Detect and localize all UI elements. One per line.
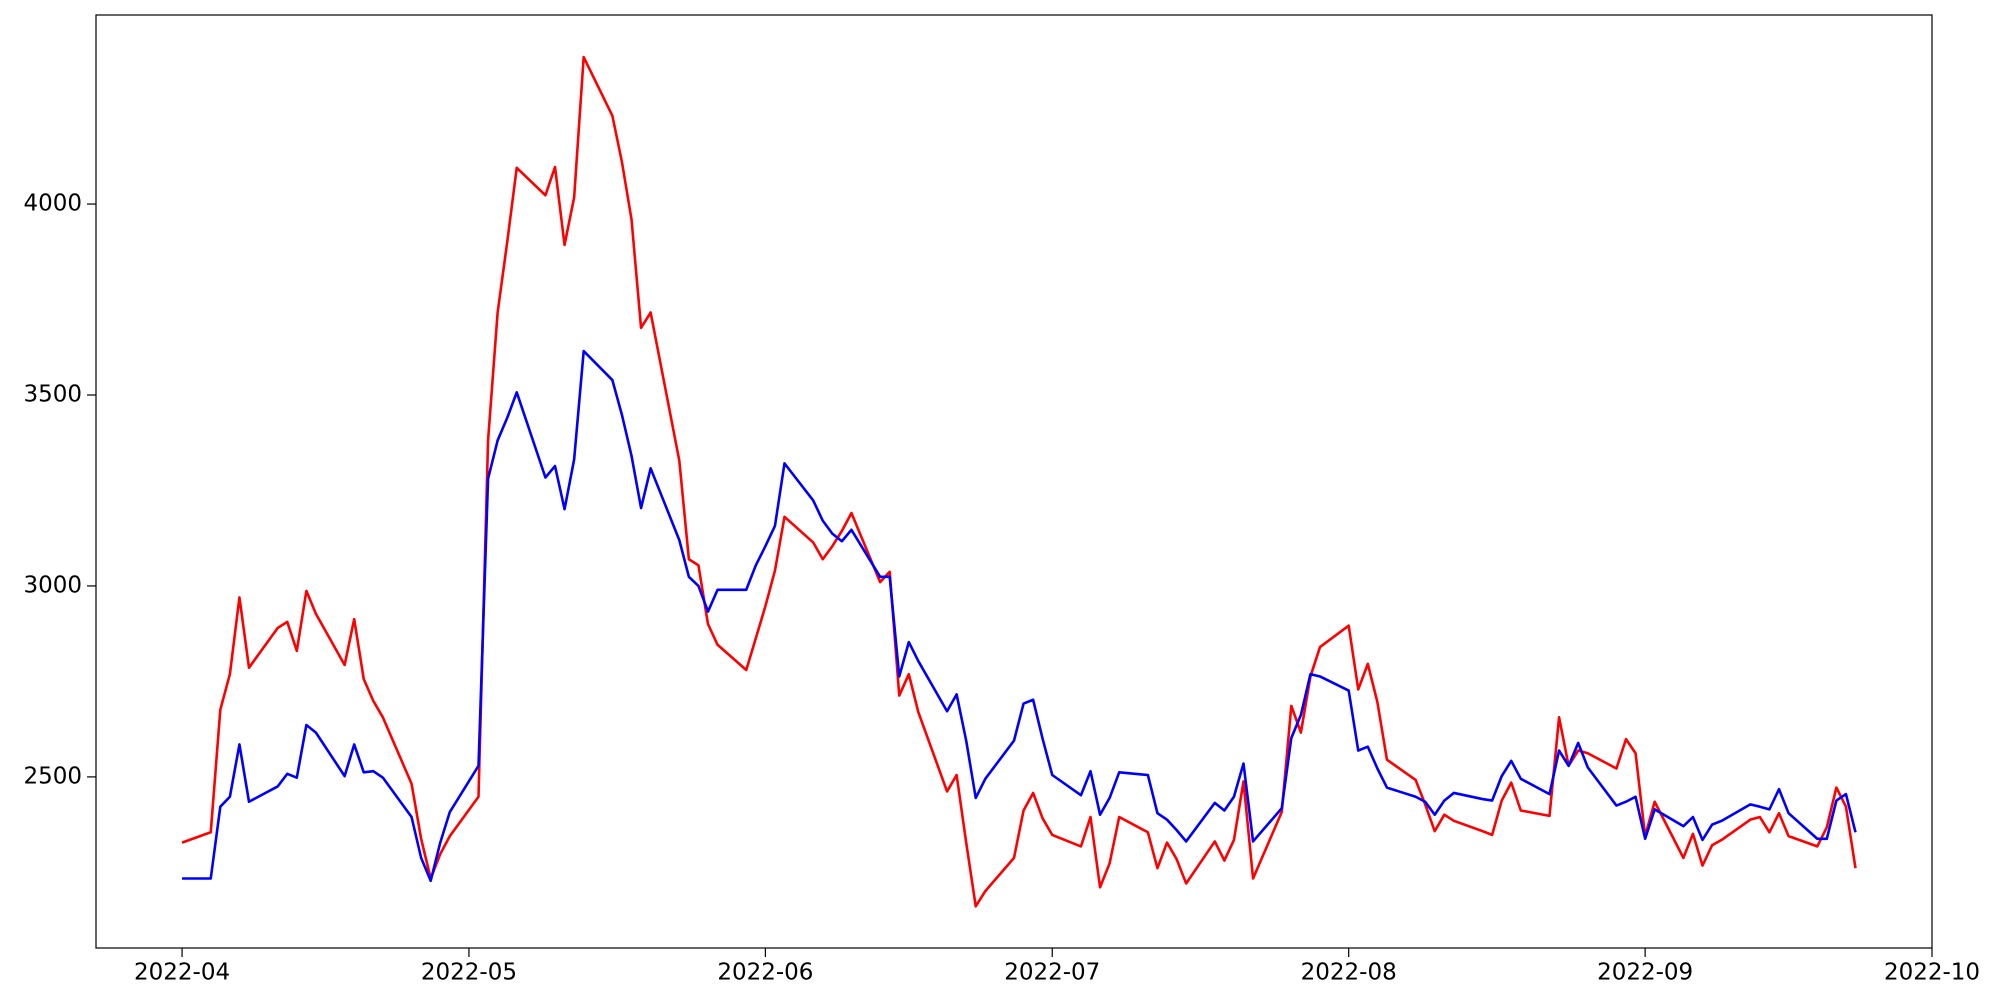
x-tick-label: 2022-06 (717, 960, 813, 986)
x-tick-label: 2022-04 (134, 960, 230, 986)
line-series (181, 55, 1857, 908)
y-tick-label: 4000 (23, 191, 82, 217)
plot-frame (95, 14, 1933, 949)
x-tick-label: 2022-07 (1004, 960, 1100, 986)
y-tick-label: 3000 (23, 572, 82, 598)
x-tick-label: 2022-09 (1597, 960, 1693, 986)
line-series (182, 349, 1857, 883)
x-tick-label: 2022-10 (1884, 960, 1980, 986)
y-tick-label: 2500 (23, 763, 82, 789)
x-tick-label: 2022-08 (1301, 960, 1397, 986)
y-tick-label: 3500 (23, 381, 82, 407)
x-tick-label: 2022-05 (421, 960, 517, 986)
